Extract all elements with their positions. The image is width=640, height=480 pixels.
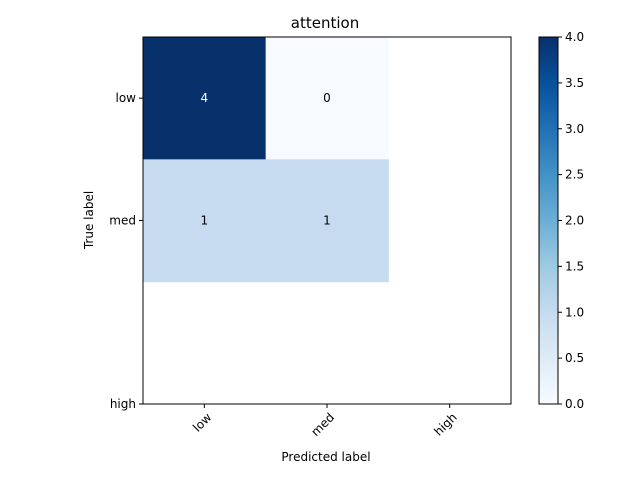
heatmap-cell-labels: 4 0 1 1	[201, 91, 331, 227]
cell-value-label: 0	[323, 91, 331, 105]
colorbar-tick-label: 0.0	[565, 397, 584, 411]
x-tick-label: high	[431, 410, 459, 438]
colorbar-tick-label: 3.0	[565, 122, 584, 136]
heatmap-cell	[143, 37, 267, 160]
colorbar-tick-label: 1.0	[565, 305, 584, 319]
colorbar	[538, 36, 559, 405]
y-tick-label: high	[110, 397, 136, 411]
cell-value-label: 1	[323, 214, 331, 228]
heatmap-cells	[143, 37, 389, 283]
heatmap-cell	[265, 159, 389, 283]
x-tick-label: low	[190, 410, 215, 435]
x-axis-ticks: low med high	[190, 404, 460, 439]
chart-title: attention	[291, 14, 359, 32]
heatmap-cell	[143, 159, 267, 283]
colorbar-ticks: 0.0 0.5 1.0 1.5 2.0 2.5 3.0 3.5 4.0	[558, 30, 584, 411]
colorbar-tick-label: 2.0	[565, 214, 584, 228]
y-axis-ticks: low med high	[109, 91, 143, 411]
colorbar-tick-label: 3.5	[565, 76, 584, 90]
colorbar-tick-label: 0.5	[565, 351, 584, 365]
cell-value-label: 1	[201, 214, 209, 228]
x-axis-label: Predicted label	[281, 450, 370, 464]
y-tick-label: med	[109, 214, 136, 228]
colorbar-tick-label: 1.5	[565, 259, 584, 273]
colorbar-tick-label: 2.5	[565, 168, 584, 182]
y-axis-label: True label	[82, 191, 96, 250]
cell-value-label: 4	[201, 91, 209, 105]
x-tick-label: med	[308, 410, 337, 439]
y-tick-label: low	[116, 91, 137, 105]
heatmap-cell	[265, 37, 389, 160]
colorbar-tick-label: 4.0	[565, 30, 584, 44]
